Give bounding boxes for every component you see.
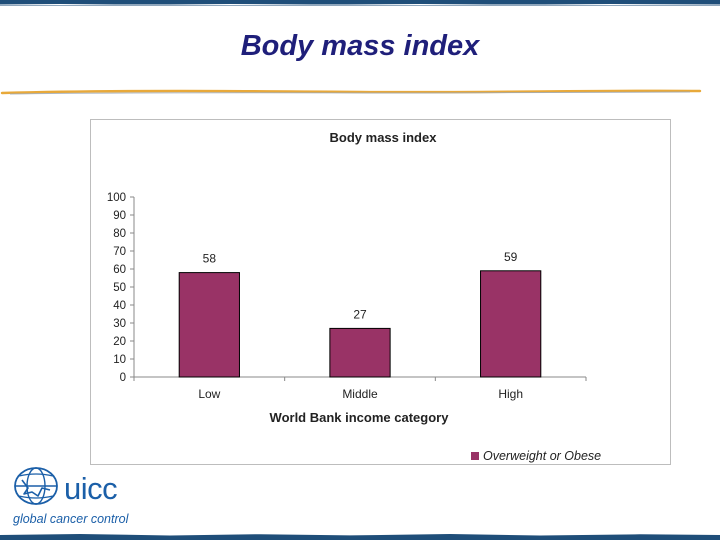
y-tick-label: 30 [113,318,126,330]
y-tick-label: 0 [120,372,126,384]
x-axis: Low Middle High [133,376,587,401]
y-tick-label: 80 [113,228,126,240]
y-tick-label: 10 [113,354,126,366]
bar [329,327,391,378]
legend-label: Overweight or Obese [483,449,601,463]
bars [178,270,542,378]
y-tick-label: 90 [113,210,126,222]
chart-title: Body mass index [330,130,438,145]
bottom-edge-band [0,534,720,540]
x-axis-title: World Bank income category [270,410,450,425]
x-tick-label: Middle [342,387,378,401]
x-tick-label: Low [198,387,220,401]
x-tick-label: High [498,387,523,401]
y-tick-label: 70 [113,246,126,258]
bar-data-label: 27 [353,307,367,321]
globe-icon [14,467,58,505]
data-labels: 58 27 59 [203,250,518,322]
logo-wordmark: uicc [64,471,118,506]
y-tick-label: 40 [113,300,126,312]
y-axis: 0 10 20 30 40 50 60 70 80 90 100 [107,192,135,384]
bar [178,272,240,378]
y-tick-label: 20 [113,336,126,348]
uicc-logo: uicc global cancer control [12,464,142,530]
y-tick-label: 60 [113,264,126,276]
legend: Overweight or Obese [471,449,601,463]
legend-swatch [471,452,479,460]
chart-frame: Body mass index 0 10 20 30 40 50 60 70 80 90 100 L… [90,119,671,465]
bar-chart: Body mass index 0 10 20 30 40 50 60 70 80 90 100 L… [107,130,601,463]
bar-data-label: 59 [504,250,518,264]
y-tick-label: 100 [107,192,126,204]
y-tick-label: 50 [113,282,126,294]
title-underline [0,89,702,95]
bar [480,270,542,378]
bar-data-label: 58 [203,252,217,266]
top-edge-band [0,0,720,6]
slide-title: Body mass index [240,30,480,62]
logo-tagline: global cancer control [13,512,129,526]
